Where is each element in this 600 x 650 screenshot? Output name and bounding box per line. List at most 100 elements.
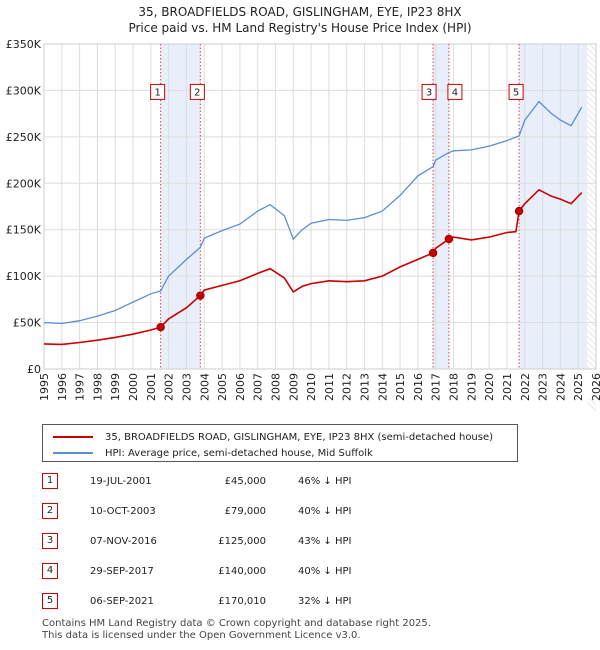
hatch-line xyxy=(586,335,597,346)
x-tick-label: 2009 xyxy=(287,373,300,401)
hatch-line xyxy=(586,83,597,94)
sale-label-text: 5 xyxy=(513,87,519,98)
hatch-line xyxy=(586,299,597,310)
sale-price: £45,000 xyxy=(224,476,266,487)
x-tick-label: 2018 xyxy=(448,373,461,401)
sale-points xyxy=(156,206,524,332)
series-line xyxy=(43,100,583,325)
x-tick-label: 2024 xyxy=(554,373,567,401)
y-tick-label: £0 xyxy=(27,363,41,376)
footer: Contains HM Land Registry data © Crown c… xyxy=(42,618,431,642)
x-tick-label: 1998 xyxy=(91,373,104,401)
table-row: 4 29-SEP-2017 £140,000 40% ↓ HPI xyxy=(42,560,372,590)
sale-hpi-diff: 40% ↓ HPI xyxy=(298,566,352,577)
sale-number: 3 xyxy=(42,533,58,549)
hatch-line xyxy=(586,401,597,412)
table-row: 3 07-NOV-2016 £125,000 43% ↓ HPI xyxy=(42,530,372,560)
hatch-line xyxy=(586,257,597,268)
hatch-line xyxy=(586,287,597,298)
sale-number: 2 xyxy=(42,503,58,519)
hatch-line xyxy=(586,143,597,154)
chart-subtitle: Price paid vs. HM Land Registry's House … xyxy=(128,21,472,35)
x-tick-label: 1997 xyxy=(74,373,87,401)
legend-label-property: 35, BROADFIELDS ROAD, GISLINGHAM, EYE, I… xyxy=(105,431,494,443)
x-tick-label: 2012 xyxy=(341,373,354,401)
x-tick-label: 2014 xyxy=(376,373,389,401)
hatch-line xyxy=(586,47,597,58)
y-tick-label: £150K xyxy=(6,224,42,237)
y-tick-label: £250K xyxy=(6,131,42,144)
shaded-ranges xyxy=(160,4,600,412)
sale-date: 07-NOV-2016 xyxy=(90,536,157,547)
sale-label-text: 1 xyxy=(154,87,160,98)
hatch-line xyxy=(586,347,597,358)
series-lines xyxy=(43,100,583,346)
hatch-line xyxy=(586,275,597,286)
x-tick-label: 1996 xyxy=(56,373,69,401)
hatch-line xyxy=(586,77,597,88)
hatch-line xyxy=(586,113,597,124)
sale-number: 4 xyxy=(42,563,58,579)
x-tick-label: 2013 xyxy=(359,373,372,401)
x-tick-label: 2006 xyxy=(234,373,247,401)
x-tick-label: 2003 xyxy=(180,373,193,401)
y-tick-label: £100K xyxy=(6,270,42,283)
x-tick-label: 1999 xyxy=(109,373,122,401)
hatch-line xyxy=(586,95,597,106)
sale-price: £125,000 xyxy=(218,536,266,547)
y-tick-label: £50K xyxy=(13,317,42,330)
hatch-line xyxy=(586,65,597,76)
plot-frame xyxy=(43,43,597,370)
x-tick-label: 2016 xyxy=(412,373,425,401)
sale-hpi-diff: 40% ↓ HPI xyxy=(298,506,352,517)
hatch-line xyxy=(586,215,597,226)
hatch-line xyxy=(586,353,597,364)
hatch-line xyxy=(586,233,597,244)
table-row: 5 06-SEP-2021 £170,010 32% ↓ HPI xyxy=(42,590,372,620)
sale-date: 10-OCT-2003 xyxy=(90,506,156,517)
hatch-line xyxy=(586,341,597,352)
sale-hpi-diff: 32% ↓ HPI xyxy=(298,596,352,607)
sale-label-box xyxy=(150,83,166,100)
hatch-line xyxy=(586,137,597,148)
grid-lines xyxy=(43,43,597,370)
hatch-line xyxy=(586,323,597,334)
legend: 35, BROADFIELDS ROAD, GISLINGHAM, EYE, I… xyxy=(42,424,518,462)
x-tick-label: 2005 xyxy=(216,373,229,401)
hatch-line xyxy=(586,155,597,166)
x-tick-label: 2025 xyxy=(572,373,585,401)
hatch-line xyxy=(586,329,597,340)
x-tick-label: 2004 xyxy=(198,373,211,401)
hatch-line xyxy=(586,71,597,82)
table-row: 1 19-JUL-2001 £45,000 46% ↓ HPI xyxy=(42,470,372,500)
hatch-line xyxy=(586,203,597,214)
sale-point xyxy=(428,248,438,258)
y-tick-labels: £0 £50K £100K £150K £200K £250K £300K £350K xyxy=(6,38,42,376)
x-tick-label: 2022 xyxy=(519,373,532,401)
x-tick-label: 2007 xyxy=(252,373,265,401)
legend-item-hpi: HPI: Average price, semi-detached house,… xyxy=(53,445,373,461)
sale-price: £140,000 xyxy=(218,566,266,577)
sale-label-box xyxy=(508,83,524,100)
sale-date: 06-SEP-2021 xyxy=(90,596,154,607)
x-tick-label: 2008 xyxy=(269,373,282,401)
sale-label-text: 3 xyxy=(426,87,432,98)
legend-label-hpi: HPI: Average price, semi-detached house,… xyxy=(105,447,373,459)
x-tick-label: 2023 xyxy=(537,373,550,401)
sale-number: 1 xyxy=(42,473,58,489)
shaded-range xyxy=(519,44,588,369)
sale-date: 19-JUL-2001 xyxy=(90,476,152,487)
sale-label-box xyxy=(189,83,205,100)
hatch-line xyxy=(586,179,597,190)
sale-point xyxy=(514,206,524,216)
legend-item-property: 35, BROADFIELDS ROAD, GISLINGHAM, EYE, I… xyxy=(53,429,493,445)
x-tick-label: 2011 xyxy=(323,373,336,401)
sale-number: 5 xyxy=(42,593,58,609)
hatch-line xyxy=(586,239,597,250)
price-chart: 1 2 3 4 5 £0 £50K £100K £150K £200K £250K £300K £35… xyxy=(5,4,600,412)
hatch-line xyxy=(586,167,597,178)
series-line xyxy=(43,188,583,346)
hatch-line xyxy=(586,281,597,292)
x-tick-label: 2015 xyxy=(394,373,407,401)
x-tick-label: 2010 xyxy=(305,373,318,401)
